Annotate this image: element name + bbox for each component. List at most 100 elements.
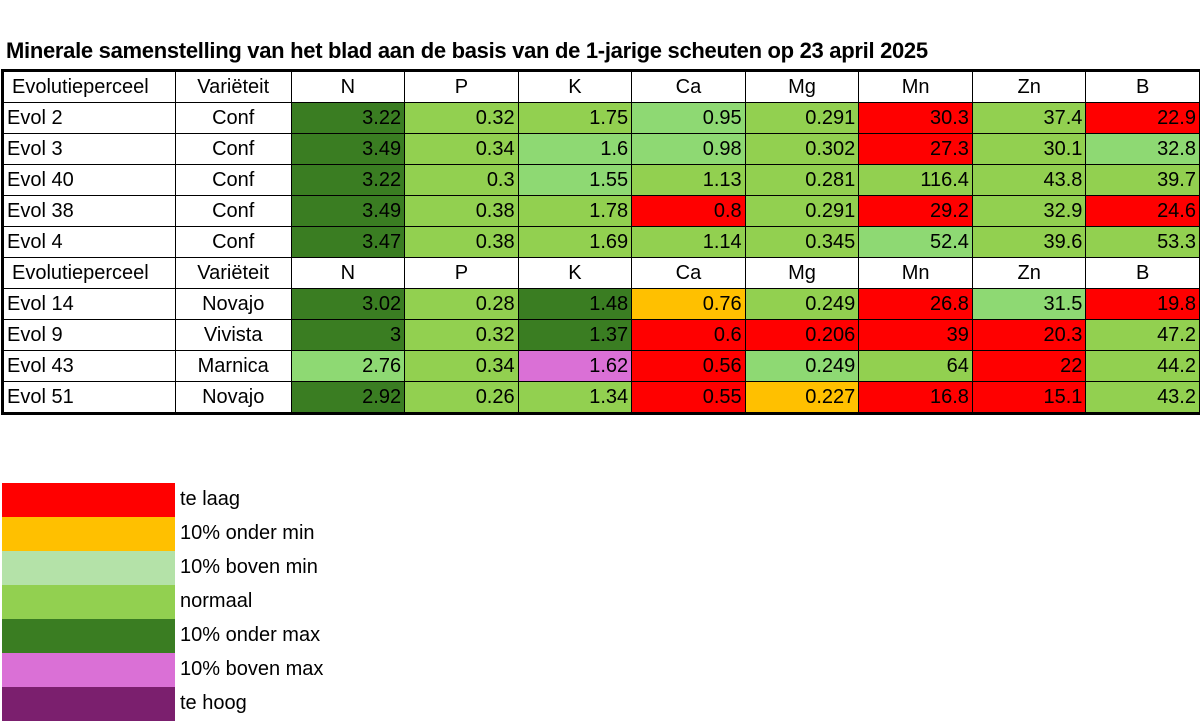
variety-cell: Marnica: [174, 350, 292, 382]
value-cell: 43.8: [971, 164, 1087, 196]
value-cell: 64: [858, 350, 973, 382]
value-cell: 30.3: [858, 102, 973, 134]
legend-label: 10% onder min: [180, 522, 315, 544]
value-cell: 1.14: [631, 226, 746, 258]
column-header: P: [404, 257, 519, 289]
value-cell: 0.26: [404, 381, 519, 413]
value-cell: 1.78: [517, 195, 633, 227]
table-row: Evol 14 Novajo 3.02 0.28 1.48 0.76 0.249 26.8 31…: [3, 288, 1200, 320]
value-cell: 37.4: [971, 102, 1087, 134]
value-cell: 39.7: [1085, 164, 1200, 196]
value-cell: 1.34: [517, 381, 633, 413]
column-header: Mg: [744, 257, 860, 289]
column-header: Variëteit: [174, 71, 292, 103]
value-cell: 52.4: [858, 226, 973, 258]
value-cell: 0.56: [631, 350, 746, 382]
legend-label: te hoog: [180, 692, 247, 714]
column-header: P: [404, 71, 519, 103]
value-cell: 1.13: [631, 164, 746, 196]
value-cell: 116.4: [858, 164, 973, 196]
value-cell: 0.6: [631, 319, 746, 351]
plot-name-cell: Evol 3: [3, 133, 176, 165]
table-row: Evol 40 Conf 3.22 0.3 1.55 1.13 0.281 116.4 43.8…: [3, 164, 1200, 196]
legend-swatch: [2, 483, 175, 517]
legend-label: 10% onder max: [180, 624, 321, 646]
column-header: Variëteit: [174, 257, 292, 289]
column-header: K: [517, 71, 633, 103]
column-header: Ca: [631, 257, 746, 289]
value-cell: 0.28: [404, 288, 519, 320]
value-cell: 22.9: [1085, 102, 1200, 134]
value-cell: 3.49: [290, 195, 406, 227]
header-row: Evolutieperceel Variëteit N P K Ca Mg Mn Zn B: [3, 71, 1200, 103]
value-cell: 32.9: [971, 195, 1087, 227]
value-cell: 0.95: [631, 102, 746, 134]
column-header: Zn: [971, 71, 1087, 103]
legend-label: normaal: [180, 590, 253, 612]
variety-cell: Conf: [174, 164, 292, 196]
table-row: Evol 43 Marnica 2.76 0.34 1.62 0.56 0.249 64 22 4…: [3, 350, 1200, 382]
value-cell: 0.227: [744, 381, 860, 413]
legend-label: 10% boven max: [180, 658, 324, 680]
value-cell: 24.6: [1085, 195, 1200, 227]
legend-swatch: [2, 585, 175, 619]
variety-cell: Conf: [174, 226, 292, 258]
header-row: Evolutieperceel Variëteit N P K Ca Mg Mn Zn B: [3, 257, 1200, 289]
legend-label: te laag: [180, 488, 241, 510]
variety-cell: Conf: [174, 102, 292, 134]
value-cell: 3: [290, 319, 406, 351]
table-row: Evol 38 Conf 3.49 0.38 1.78 0.8 0.291 29.2 32.9 2…: [3, 195, 1200, 227]
table-row: Evol 4 Conf 3.47 0.38 1.69 1.14 0.345 52.4 39.6 5…: [3, 226, 1200, 258]
column-header: Mn: [858, 257, 973, 289]
value-cell: 2.76: [290, 350, 406, 382]
value-cell: 1.48: [517, 288, 633, 320]
value-cell: 0.98: [631, 133, 746, 165]
column-header: Evolutieperceel: [3, 71, 176, 103]
plot-name-cell: Evol 9: [3, 319, 176, 351]
legend-swatch: [2, 619, 175, 653]
plot-name-cell: Evol 38: [3, 195, 176, 227]
column-header: B: [1085, 257, 1200, 289]
value-cell: 0.34: [404, 133, 519, 165]
value-cell: 15.1: [971, 381, 1087, 413]
value-cell: 0.38: [404, 226, 519, 258]
table-row: Evol 3 Conf 3.49 0.34 1.6 0.98 0.302 27.3 30.1 32…: [3, 133, 1200, 165]
column-header: N: [290, 71, 406, 103]
value-cell: 0.249: [744, 350, 860, 382]
value-cell: 0.291: [744, 102, 860, 134]
value-cell: 29.2: [858, 195, 973, 227]
value-cell: 0.32: [404, 319, 519, 351]
variety-cell: Conf: [174, 195, 292, 227]
value-cell: 39.6: [971, 226, 1087, 258]
variety-cell: Vivista: [174, 319, 292, 351]
value-cell: 0.55: [631, 381, 746, 413]
plot-name-cell: Evol 14: [3, 288, 176, 320]
value-cell: 1.75: [517, 102, 633, 134]
column-header: Ca: [631, 71, 746, 103]
variety-cell: Novajo: [174, 288, 292, 320]
plot-name-cell: Evol 2: [3, 102, 176, 134]
legend-label: 10% boven min: [180, 556, 318, 578]
column-header: N: [290, 257, 406, 289]
plot-name-cell: Evol 51: [3, 381, 176, 413]
value-cell: 3.22: [290, 164, 406, 196]
value-cell: 53.3: [1085, 226, 1200, 258]
value-cell: 43.2: [1085, 381, 1200, 413]
value-cell: 0.249: [744, 288, 860, 320]
value-cell: 2.92: [290, 381, 406, 413]
value-cell: 0.281: [744, 164, 860, 196]
page-title: Minerale samenstelling van het blad aan …: [6, 38, 928, 63]
column-header: K: [517, 257, 633, 289]
value-cell: 0.34: [404, 350, 519, 382]
value-cell: 47.2: [1085, 319, 1200, 351]
value-cell: 1.69: [517, 226, 633, 258]
legend-swatch: [2, 551, 175, 585]
value-cell: 19.8: [1085, 288, 1200, 320]
variety-cell: Novajo: [174, 381, 292, 413]
table-row: Evol 2 Conf 3.22 0.32 1.75 0.95 0.291 30.3 37.4 2…: [3, 102, 1200, 134]
value-cell: 0.345: [744, 226, 860, 258]
variety-cell: Conf: [174, 133, 292, 165]
table-body: Evolutieperceel Variëteit N P K Ca Mg Mn Zn B Evol…: [3, 71, 1200, 413]
value-cell: 0.3: [404, 164, 519, 196]
value-cell: 3.47: [290, 226, 406, 258]
